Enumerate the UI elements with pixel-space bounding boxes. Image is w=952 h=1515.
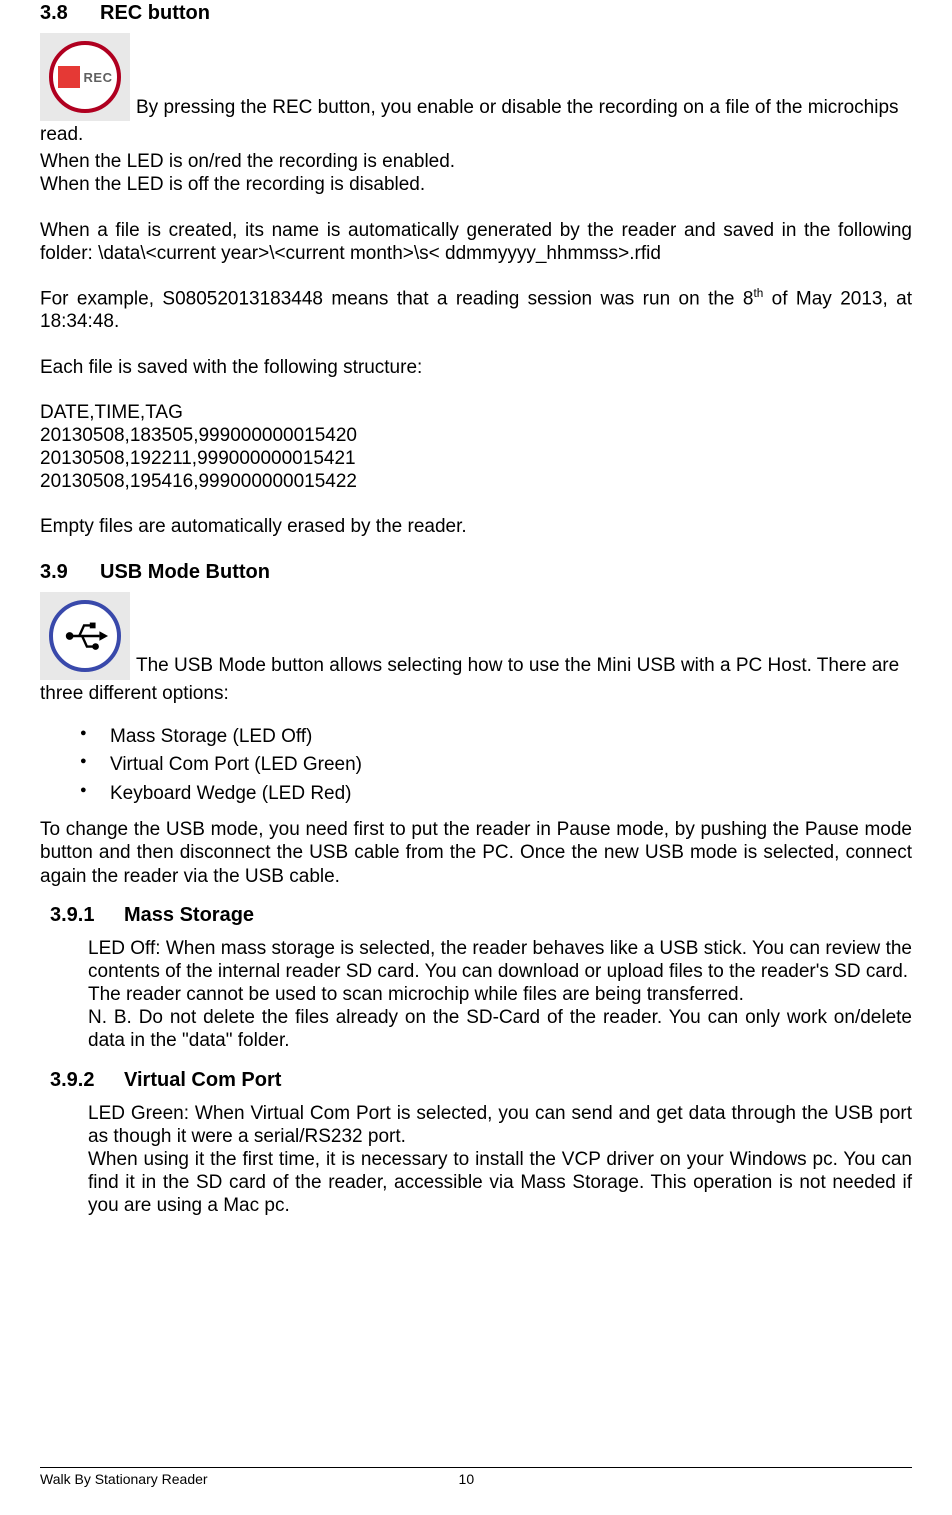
rec-file: When a file is created, its name is auto…: [40, 219, 912, 265]
rec-icon-row: REC By pressing the REC button, you enab…: [40, 33, 912, 121]
rec-led-on: When the LED is on/red the recording is …: [40, 150, 912, 173]
vcp-p1: LED Green: When Virtual Com Port is sele…: [88, 1102, 912, 1148]
rec-data-row1: 20130508,183505,999000000015420: [40, 424, 912, 447]
heading-3-9: 3.9USB Mode Button: [40, 561, 912, 584]
rec-data-header: DATE,TIME,TAG: [40, 401, 912, 424]
list-item: Keyboard Wedge (LED Red): [80, 780, 912, 809]
usb-icon-row: The USB Mode button allows selecting how…: [40, 592, 912, 680]
vcp-p2: When using it the first time, it is nece…: [88, 1148, 912, 1218]
mass-storage-body: LED Off: When mass storage is selected, …: [40, 935, 912, 1053]
usb-intro-cont: three different options:: [40, 682, 912, 705]
list-item: Virtual Com Port (LED Green): [80, 751, 912, 780]
mass-p1: LED Off: When mass storage is selected, …: [88, 937, 912, 983]
heading-num: 3.9.2: [50, 1069, 124, 1092]
heading-title: Mass Storage: [124, 904, 254, 926]
usb-icon-box: [40, 592, 130, 680]
heading-3-9-1: 3.9.1Mass Storage: [50, 904, 912, 927]
rec-example-sup: th: [753, 287, 763, 300]
rec-data-row3: 20130508,195416,999000000015422: [40, 470, 912, 493]
mass-p3: N. B. Do not delete the files already on…: [88, 1006, 912, 1052]
rec-example-a: For example, S08052013183448 means that …: [40, 288, 753, 309]
rec-intro-cont: read.: [40, 123, 912, 146]
usb-options-list: Mass Storage (LED Off) Virtual Com Port …: [40, 723, 912, 809]
heading-title: USB Mode Button: [100, 561, 270, 583]
rec-intro-inline: By pressing the REC button, you enable o…: [136, 96, 912, 121]
heading-num: 3.8: [40, 2, 100, 25]
list-item: Mass Storage (LED Off): [80, 723, 912, 752]
footer-page-number: 10: [459, 1471, 546, 1487]
rec-empty: Empty files are automatically erased by …: [40, 515, 912, 538]
rec-led-off: When the LED is off the recording is dis…: [40, 173, 912, 196]
rec-button-icon: REC: [49, 41, 121, 113]
rec-square-icon: [58, 66, 80, 88]
heading-title: REC button: [100, 2, 210, 24]
rec-data-row2: 20130508,192211,999000000015421: [40, 447, 912, 470]
heading-num: 3.9: [40, 561, 100, 584]
rec-label: REC: [84, 70, 113, 85]
usb-icon: [61, 612, 109, 660]
rec-icon-box: REC: [40, 33, 130, 121]
usb-change: To change the USB mode, you need first t…: [40, 818, 912, 888]
rec-struct: Each file is saved with the following st…: [40, 356, 912, 379]
heading-3-8: 3.8REC button: [40, 2, 912, 25]
heading-3-9-2: 3.9.2Virtual Com Port: [50, 1069, 912, 1092]
vcp-body: LED Green: When Virtual Com Port is sele…: [40, 1100, 912, 1218]
heading-num: 3.9.1: [50, 904, 124, 927]
mass-p2: The reader cannot be used to scan microc…: [88, 983, 912, 1006]
footer-title: Walk By Stationary Reader: [40, 1471, 459, 1487]
usb-button-icon: [49, 600, 121, 672]
heading-title: Virtual Com Port: [124, 1069, 281, 1091]
rec-example: For example, S08052013183448 means that …: [40, 287, 912, 334]
page-footer: Walk By Stationary Reader 10: [40, 1467, 912, 1487]
usb-intro-inline: The USB Mode button allows selecting how…: [136, 654, 912, 679]
